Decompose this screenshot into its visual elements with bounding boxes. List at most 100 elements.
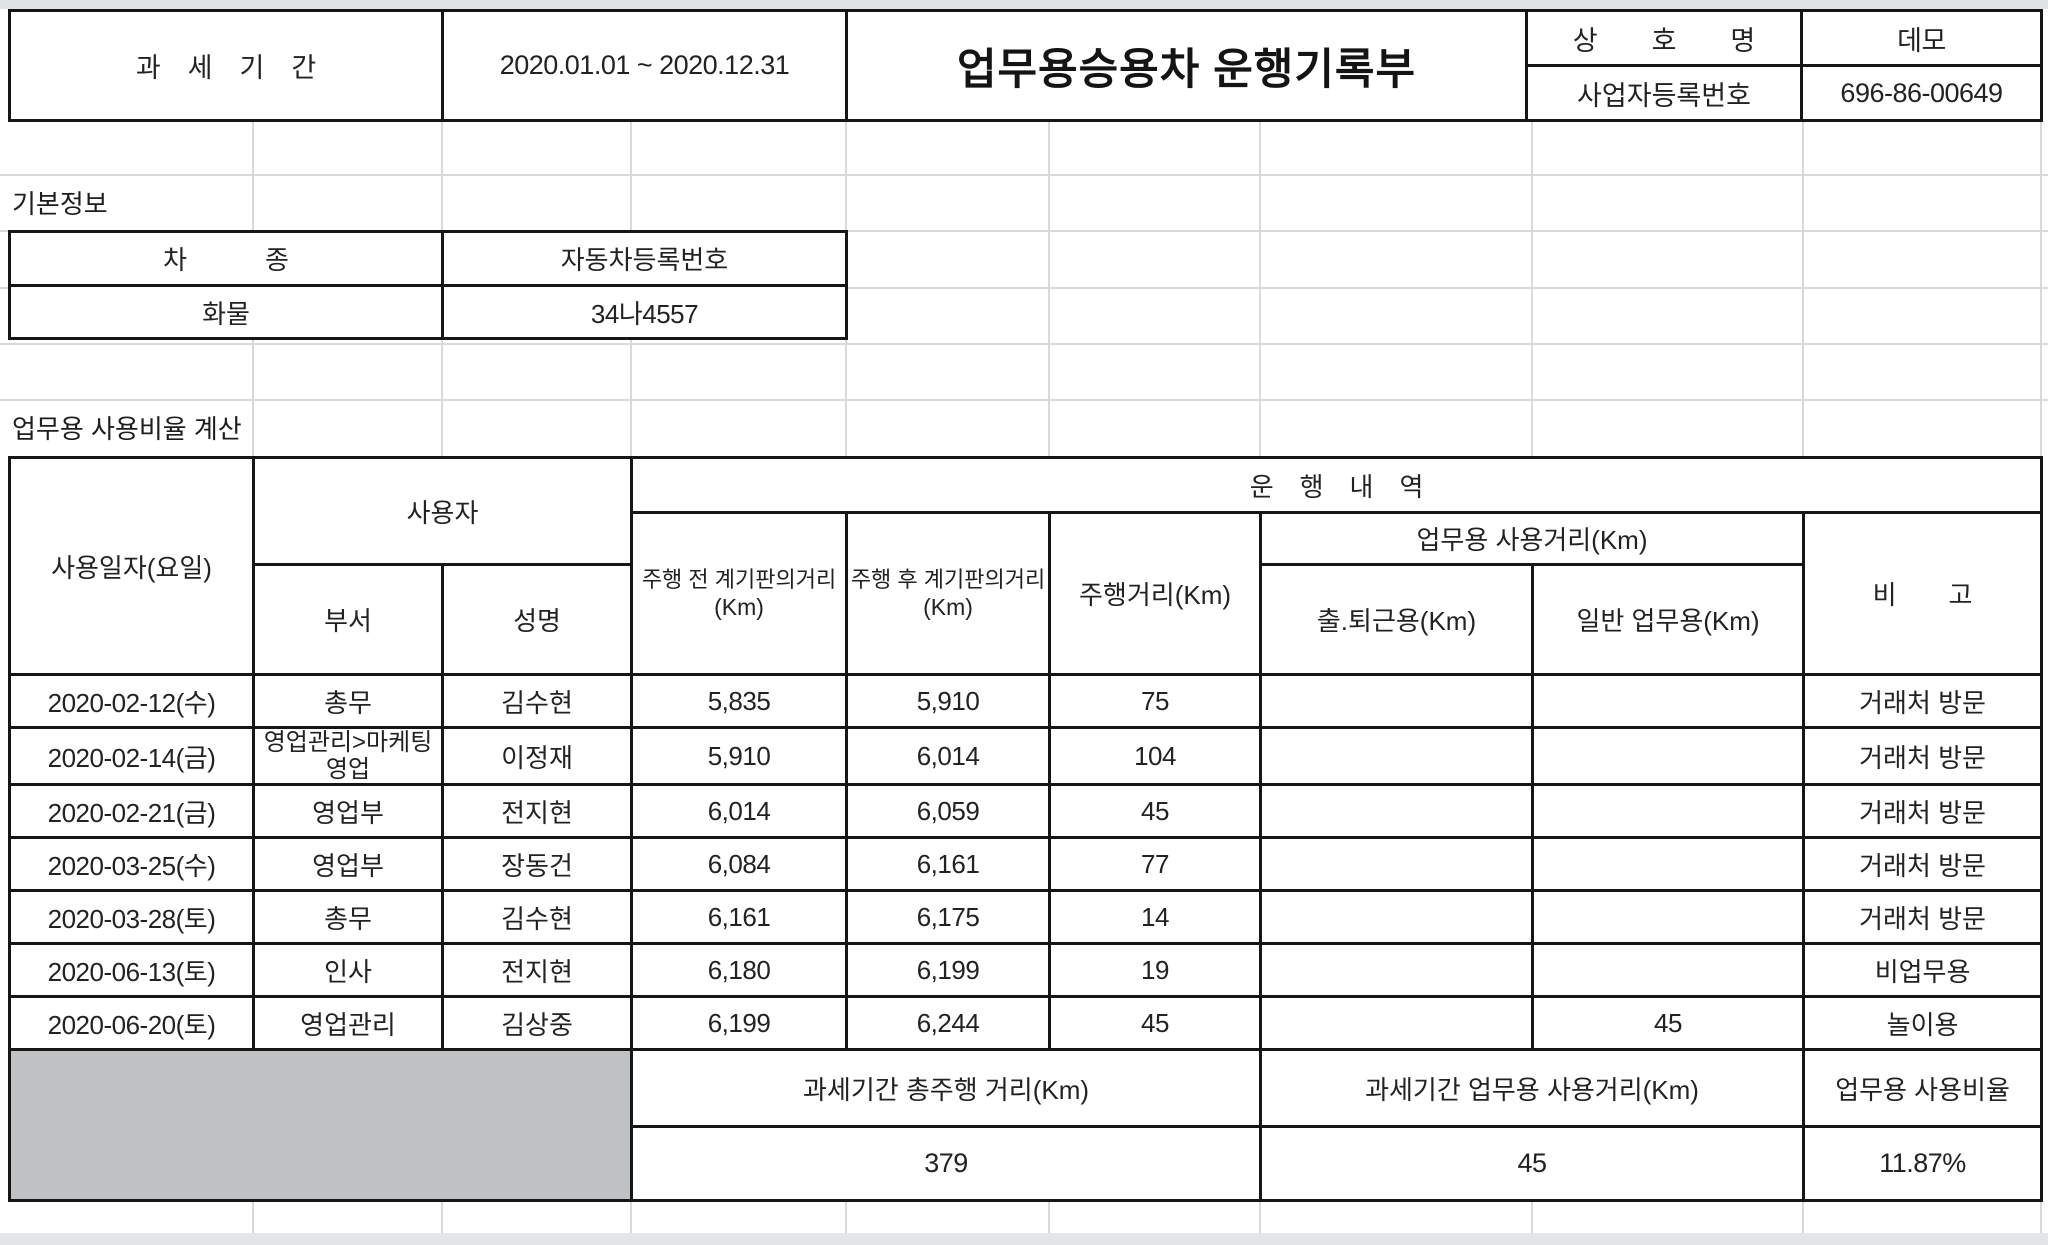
table-header-row: 부서 성명 출.퇴근용(Km) 일반 업무용(Km) <box>10 563 2042 676</box>
cell-odo-after: 6,161 <box>845 836 1052 892</box>
basic-info-section-title: 기본정보 <box>12 188 108 219</box>
cell-date: 2020-03-28(토) <box>8 889 255 945</box>
cell-general <box>1531 889 1806 945</box>
vehicle-type-label: 차 종 <box>8 230 444 287</box>
col-header-trip-details: 운 행 내 역 <box>630 456 2044 514</box>
cell-distance: 19 <box>1048 942 1263 998</box>
col-header-use-date: 사용일자(요일) <box>8 456 255 676</box>
document-title: 업무용승용차 운행기록부 <box>845 9 1528 122</box>
col-header-user: 사용자 <box>251 456 634 566</box>
cell-odo-before: 5,910 <box>630 726 849 786</box>
cell-odo-after: 6,014 <box>845 726 1052 786</box>
col-header-odo-after: 주행 후 계기판의거리 (Km) <box>845 511 1052 676</box>
cell-dept: 총무 <box>252 673 444 729</box>
table-header-row: 주행 전 계기판의거리 (Km) 주행 후 계기판의거리 (Km) 주행거리(K… <box>10 511 2044 676</box>
cell-distance: 14 <box>1048 889 1263 945</box>
col-header-distance: 주행거리(Km) <box>1048 511 1263 676</box>
company-name-label: 상 호 명 <box>1525 9 1803 67</box>
cell-distance: 104 <box>1048 726 1263 786</box>
business-distance-label: 과세기간 업무용 사용거리(Km) <box>1259 1048 1806 1128</box>
table-row: 2020-03-28(토) 총무 김수현 6,161 6,175 14 거래처 … <box>8 889 2044 945</box>
cell-distance: 75 <box>1048 673 1263 729</box>
gridline <box>0 343 2048 345</box>
vehicle-reg-no-value: 34나4557 <box>441 284 848 340</box>
cell-commute <box>1259 783 1535 839</box>
table-row: 2020-02-14(금) 영업관리>마케팅영업 이정재 5,910 6,014… <box>8 726 2044 786</box>
cell-odo-before: 6,084 <box>630 836 849 892</box>
cell-note: 거래처 방문 <box>1802 889 2044 945</box>
table-row: 2020-03-25(수) 영업부 장동건 6,084 6,161 77 거래처… <box>8 836 2044 892</box>
cell-commute <box>1259 942 1535 998</box>
table-row: 2020-06-20(토) 영업관리 김상중 6,199 6,244 45 45… <box>8 995 2044 1051</box>
cell-date: 2020-02-12(수) <box>8 673 255 729</box>
table-row: 차 종 자동차등록번호 <box>8 230 848 287</box>
col-header-business-use-distance: 업무용 사용거리(Km) <box>1259 511 1806 566</box>
cell-distance: 45 <box>1048 783 1263 839</box>
summary-gray-block <box>7 1048 634 1202</box>
cell-odo-after: 6,175 <box>845 889 1052 945</box>
cell-date: 2020-02-21(금) <box>8 783 255 839</box>
cell-dept: 총무 <box>252 889 444 945</box>
cell-note: 비업무용 <box>1802 942 2044 998</box>
cell-name: 이정재 <box>440 726 634 786</box>
table-row: 2020-06-13(토) 인사 전지현 6,180 6,199 19 비업무용 <box>8 942 2044 998</box>
table-row: 사업자등록번호 696-86-00649 <box>10 64 2043 122</box>
cell-general <box>1531 783 1806 839</box>
table-summary-row: 과세기간 총주행 거리(Km) 과세기간 업무용 사용거리(Km) 업무용 사용… <box>7 1048 2044 1202</box>
business-distance-value: 45 <box>1259 1125 1806 1202</box>
cell-distance: 77 <box>1048 836 1263 892</box>
cell-general <box>1531 726 1806 786</box>
table-header-row: 사용일자(요일) 사용자 운 행 내 역 <box>8 456 2044 676</box>
gridline <box>0 230 2048 232</box>
business-reg-no-label: 사업자등록번호 <box>1525 64 1803 122</box>
cell-odo-before: 6,014 <box>630 783 849 839</box>
cell-name: 전지현 <box>440 942 634 998</box>
document-header-table: 과 세 기 간 2020.01.01 ~ 2020.12.31 업무용승용차 운… <box>8 9 2043 122</box>
cell-commute <box>1259 673 1535 729</box>
company-name-value: 데모 <box>1800 9 2043 67</box>
odo-after-label: 주행 후 계기판의거리 <box>850 566 1046 592</box>
cell-note: 거래처 방문 <box>1802 726 2044 786</box>
cell-odo-after: 6,244 <box>845 995 1052 1051</box>
business-reg-no-value: 696-86-00649 <box>1800 64 2043 122</box>
cell-note: 거래처 방문 <box>1802 836 2044 892</box>
cell-odo-after: 6,059 <box>845 783 1052 839</box>
basic-info-table: 차 종 자동차등록번호 화물 34나4557 <box>8 230 848 340</box>
table-row: 화물 34나4557 <box>8 284 848 340</box>
cell-note: 거래처 방문 <box>1802 783 2044 839</box>
cell-commute <box>1259 995 1535 1051</box>
usage-log-table: 사용일자(요일) 사용자 운 행 내 역 주행 전 계기판의거리 (Km) 주행… <box>7 456 2044 1202</box>
cell-commute <box>1259 836 1535 892</box>
cell-date: 2020-06-20(토) <box>8 995 255 1051</box>
cell-note: 놀이용 <box>1802 995 2044 1051</box>
cell-note: 거래처 방문 <box>1802 673 2044 729</box>
cell-dept: 인사 <box>252 942 444 998</box>
km-unit: (Km) <box>923 593 973 620</box>
cell-dept: 영업관리 <box>252 995 444 1051</box>
gridline <box>0 399 2048 401</box>
tax-period-value: 2020.01.01 ~ 2020.12.31 <box>441 9 848 122</box>
business-ratio-value: 11.87% <box>1802 1125 2044 1202</box>
cell-name: 김상중 <box>440 995 634 1051</box>
table-row: 과 세 기 간 2020.01.01 ~ 2020.12.31 업무용승용차 운… <box>8 9 2043 122</box>
usage-calc-section-title: 업무용 사용비율 계산 <box>12 414 242 444</box>
cell-general <box>1531 942 1806 998</box>
gridline <box>0 287 2048 289</box>
cell-odo-before: 6,199 <box>630 995 849 1051</box>
gridline <box>0 174 2048 176</box>
col-header-note: 비 고 <box>1802 511 2044 676</box>
cell-date: 2020-02-14(금) <box>8 726 255 786</box>
cell-odo-after: 6,199 <box>845 942 1052 998</box>
bottom-edge-strip <box>0 1233 2048 1245</box>
table-row: 2020-02-12(수) 총무 김수현 5,835 5,910 75 거래처 … <box>8 673 2044 729</box>
cell-commute <box>1259 889 1535 945</box>
tax-period-label: 과 세 기 간 <box>8 9 444 122</box>
col-header-odo-before: 주행 전 계기판의거리 (Km) <box>630 511 849 676</box>
cell-distance: 45 <box>1048 995 1263 1051</box>
vehicle-type-value: 화물 <box>8 284 444 340</box>
cell-odo-before: 6,161 <box>630 889 849 945</box>
vehicle-reg-no-label: 자동차등록번호 <box>441 230 848 287</box>
cell-commute <box>1259 726 1535 786</box>
cell-odo-before: 6,180 <box>630 942 849 998</box>
